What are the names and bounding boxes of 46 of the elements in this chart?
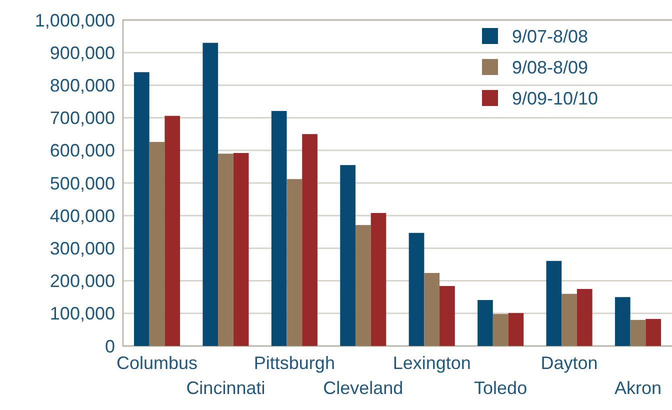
- x-tick-label: Lexington: [392, 353, 471, 373]
- bar: [218, 154, 234, 346]
- bar: [286, 179, 302, 346]
- x-tick-label: Dayton: [540, 353, 598, 373]
- bar: [546, 260, 562, 346]
- legend-label: 9/08-8/09: [512, 57, 588, 78]
- bar: [478, 300, 493, 346]
- bar: [562, 294, 577, 346]
- x-tick-label: Akron: [614, 378, 662, 398]
- x-tick-label: Cleveland: [323, 378, 404, 398]
- bar: [408, 232, 424, 346]
- y-tick-label: 0: [104, 336, 115, 356]
- bar: [149, 142, 165, 346]
- y-tick-label: 200,000: [50, 271, 115, 292]
- bar: [440, 286, 455, 346]
- legend-label: 9/09-10/10: [512, 88, 598, 108]
- y-tick-label: 500,000: [50, 173, 115, 194]
- bar: [302, 134, 318, 346]
- bar: [355, 225, 371, 346]
- bar: [340, 165, 356, 346]
- x-tick-label: Pittsburgh: [254, 353, 335, 373]
- y-tick-label: 1,000,000: [34, 10, 115, 30]
- bar: [370, 212, 386, 346]
- bar: [508, 313, 524, 346]
- bar: [576, 288, 592, 346]
- y-tick-label: 800,000: [50, 76, 115, 96]
- bar: [614, 297, 630, 346]
- bar: [202, 42, 218, 346]
- x-tick-label: Cincinnati: [186, 378, 266, 398]
- y-tick-label: 100,000: [50, 304, 115, 324]
- bar: [271, 110, 287, 346]
- bar: [630, 320, 646, 346]
- legend-label: 9/07-8/08: [512, 26, 588, 46]
- y-tick-label: 600,000: [50, 140, 115, 161]
- bar: [492, 314, 508, 346]
- bar: [233, 153, 249, 346]
- x-tick-label: Columbus: [116, 353, 198, 373]
- y-tick-label: 700,000: [50, 108, 115, 128]
- bar: [424, 272, 440, 346]
- y-tick-label: 400,000: [50, 206, 115, 226]
- x-tick-label: Toledo: [474, 378, 528, 398]
- bar: [134, 72, 150, 346]
- y-tick-label: 300,000: [50, 238, 115, 258]
- y-tick-label: 900,000: [50, 42, 115, 63]
- bar: [164, 116, 180, 346]
- bar: [646, 318, 662, 346]
